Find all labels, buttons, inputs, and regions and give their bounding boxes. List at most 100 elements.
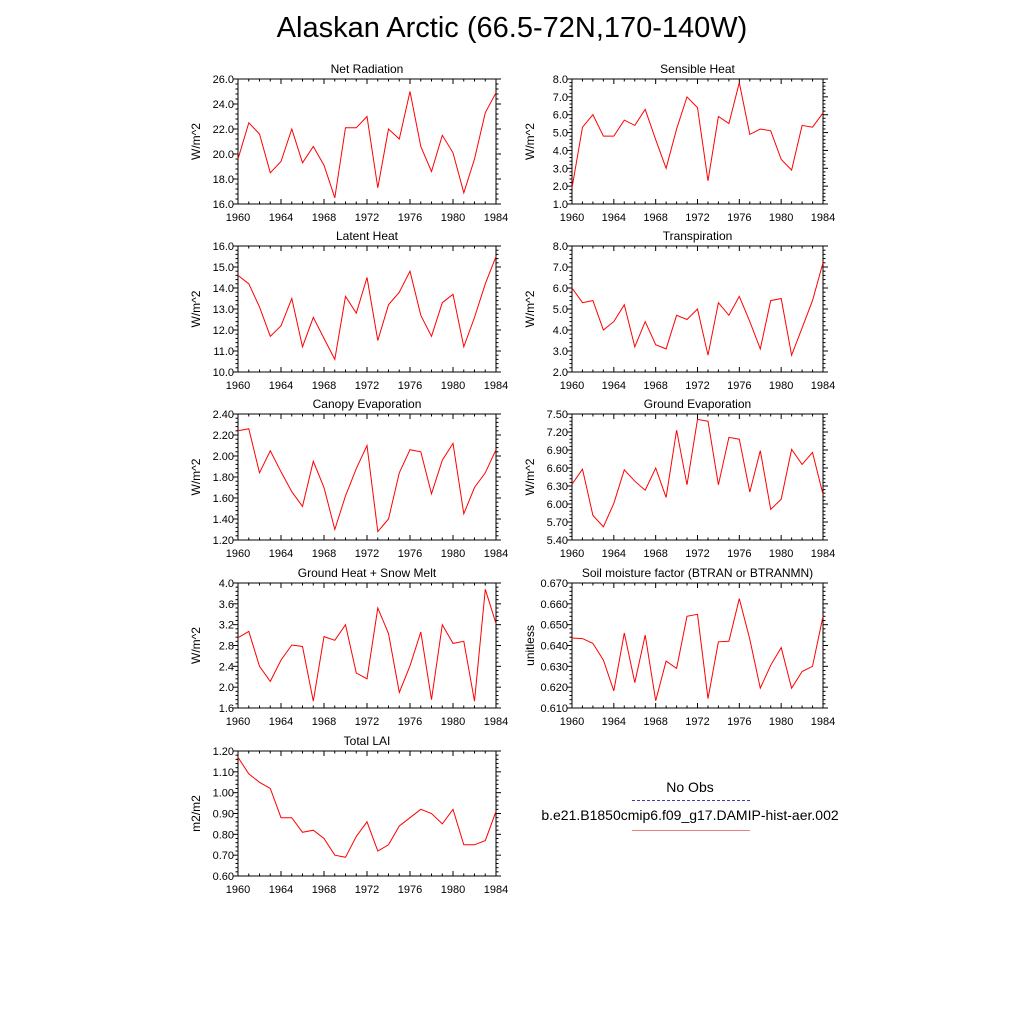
y-tick-label: 1.20 <box>213 535 234 547</box>
x-tick-label: 1976 <box>727 212 751 224</box>
panel-title: Soil moisture factor (BTRAN or BTRANMN) <box>582 566 813 580</box>
y-tick-label: 2.0 <box>219 682 234 694</box>
y-tick-label: 1.10 <box>213 767 234 779</box>
y-tick-label: 22.0 <box>213 124 234 136</box>
y-tick-label: 0.620 <box>540 682 568 694</box>
y-tick-label: 5.70 <box>547 517 568 529</box>
y-tick-label: 5.0 <box>553 128 568 140</box>
y-axis-label: m2/m2 <box>189 795 203 832</box>
y-tick-label: 13.0 <box>213 304 234 316</box>
x-tick-label: 1964 <box>269 212 293 224</box>
y-tick-label: 18.0 <box>213 174 234 186</box>
x-tick-label: 1960 <box>226 212 250 224</box>
series-line <box>571 82 824 188</box>
y-tick-label: 3.6 <box>219 599 234 611</box>
y-tick-label: 16.0 <box>213 241 234 253</box>
y-axis-label: W/m^2 <box>523 290 537 327</box>
legend-obs-label: No Obs <box>666 779 714 795</box>
x-tick-label: 1960 <box>226 548 250 560</box>
y-tick-label: 20.0 <box>213 149 234 161</box>
x-tick-label: 1968 <box>643 212 667 224</box>
x-tick-label: 1960 <box>226 380 250 392</box>
y-tick-label: 2.00 <box>213 451 234 463</box>
y-tick-label: 6.90 <box>547 445 568 457</box>
y-tick-label: 26.0 <box>213 74 234 86</box>
panel-title: Transpiration <box>663 229 733 243</box>
x-tick-label: 1980 <box>441 548 465 560</box>
y-tick-label: 10.0 <box>213 367 234 379</box>
plot-frame <box>237 245 497 373</box>
series-line <box>237 256 497 361</box>
y-tick-label: 14.0 <box>213 283 234 295</box>
plot-frame <box>237 750 497 877</box>
y-tick-label: 1.40 <box>213 514 234 526</box>
page-title: Alaskan Arctic (66.5-72N,170-140W) <box>276 12 748 44</box>
chart-panel-4: 1960 1964 1968 1972 1976 1980 1984 2.0 3.0 4.0 5.0… <box>523 229 835 392</box>
x-tick-label: 1984 <box>484 212 508 224</box>
y-tick-label: 6.60 <box>547 463 568 475</box>
y-tick-label: 5.40 <box>547 535 568 547</box>
y-tick-label: 16.0 <box>213 199 234 211</box>
panel-title: Net Radiation <box>331 62 404 76</box>
legend-run-label: b.e21.B1850cmip6.f09_g17.DAMIP-hist-aer.… <box>541 807 839 823</box>
x-tick-label: 1964 <box>269 548 293 560</box>
plot-frame <box>237 582 497 709</box>
y-tick-label: 2.40 <box>213 409 234 421</box>
chart-panel-8: 1960 1964 1968 1972 1976 1980 1984 0.610 0.620 0.… <box>523 566 835 728</box>
y-tick-label: 7.20 <box>547 427 568 439</box>
y-tick-label: 7.0 <box>553 262 568 274</box>
y-tick-label: 2.20 <box>213 430 234 442</box>
chart-panel-1: 1960 1964 1968 1972 1976 1980 1984 16.0 18.0 20.0… <box>189 62 508 224</box>
y-tick-label: 6.00 <box>547 499 568 511</box>
x-tick-label: 1968 <box>312 716 336 728</box>
series-line <box>237 589 497 702</box>
y-tick-label: 1.6 <box>219 703 234 715</box>
panel-title: Total LAI <box>344 734 391 748</box>
x-tick-label: 1980 <box>769 716 793 728</box>
x-tick-label: 1968 <box>643 380 667 392</box>
x-tick-label: 1972 <box>685 548 709 560</box>
y-axis-label: W/m^2 <box>523 123 537 160</box>
y-tick-label: 5.0 <box>553 304 568 316</box>
x-tick-label: 1964 <box>269 716 293 728</box>
y-axis-label: W/m^2 <box>189 123 203 160</box>
y-axis-label: W/m^2 <box>189 458 203 495</box>
x-tick-label: 1964 <box>269 884 293 896</box>
y-tick-label: 2.0 <box>553 367 568 379</box>
x-tick-label: 1980 <box>441 716 465 728</box>
x-tick-label: 1960 <box>226 884 250 896</box>
y-axis-label: W/m^2 <box>189 627 203 664</box>
y-axis-label: unitless <box>523 625 537 666</box>
x-tick-label: 1968 <box>312 380 336 392</box>
series-line <box>571 262 824 358</box>
x-tick-label: 1960 <box>560 548 584 560</box>
x-tick-label: 1964 <box>602 548 626 560</box>
plot-frame <box>571 582 824 709</box>
x-tick-label: 1972 <box>355 548 379 560</box>
x-tick-label: 1964 <box>602 212 626 224</box>
x-tick-label: 1964 <box>602 380 626 392</box>
plot-frame <box>237 413 497 541</box>
y-tick-label: 11.0 <box>213 346 234 358</box>
x-tick-label: 1968 <box>643 548 667 560</box>
series-line <box>237 757 497 858</box>
y-tick-label: 0.630 <box>540 661 568 673</box>
x-tick-label: 1968 <box>312 212 336 224</box>
x-tick-label: 1984 <box>811 212 835 224</box>
x-tick-label: 1960 <box>226 716 250 728</box>
x-tick-label: 1972 <box>355 380 379 392</box>
y-tick-label: 6.30 <box>547 481 568 493</box>
y-tick-label: 0.60 <box>213 871 234 883</box>
y-tick-label: 0.670 <box>540 578 568 590</box>
x-tick-label: 1976 <box>398 884 422 896</box>
y-tick-label: 6.0 <box>553 110 568 122</box>
x-tick-label: 1984 <box>484 716 508 728</box>
x-tick-label: 1964 <box>269 380 293 392</box>
x-tick-label: 1980 <box>769 380 793 392</box>
y-tick-label: 8.0 <box>553 241 568 253</box>
x-tick-label: 1960 <box>560 212 584 224</box>
series-line <box>237 428 497 533</box>
y-tick-label: 0.660 <box>540 599 568 611</box>
chart-panel-5: 1960 1964 1968 1972 1976 1980 1984 1.20 1.40 1.60… <box>189 397 508 560</box>
